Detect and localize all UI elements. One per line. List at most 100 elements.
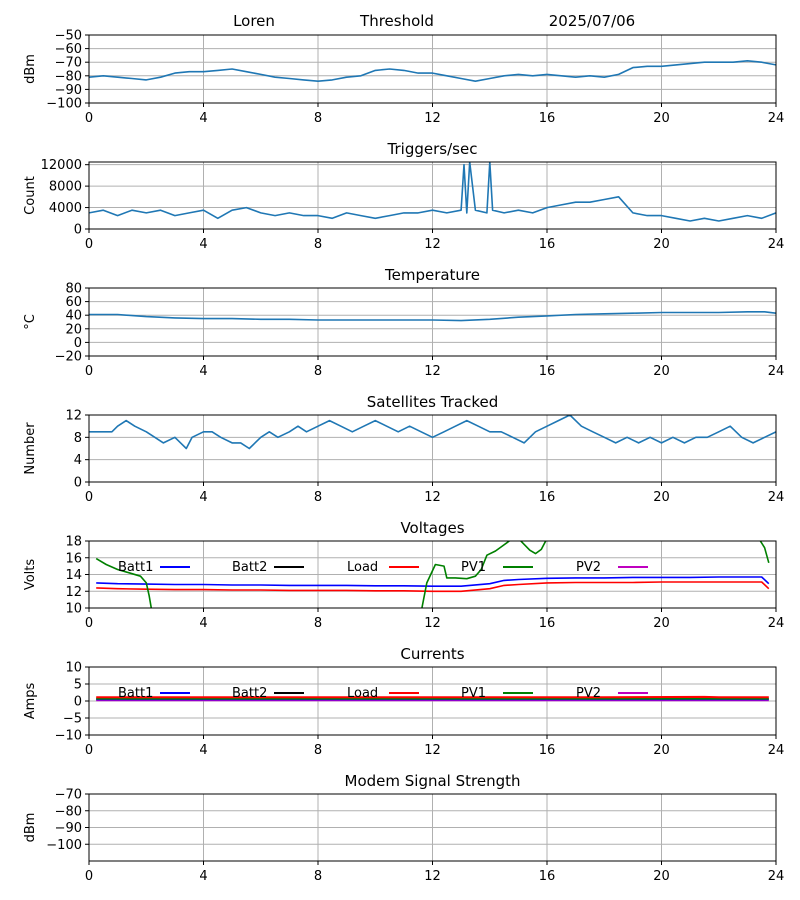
x-tick-label: 8 (314, 743, 322, 758)
y-tick-label: −70 (55, 56, 82, 71)
x-tick-label: 24 (768, 490, 785, 505)
y-tick-label: −100 (46, 97, 82, 112)
x-tick-label: 0 (85, 364, 93, 379)
y-tick-label: 0 (74, 695, 82, 710)
header-product: Threshold (359, 12, 434, 30)
x-tick-label: 24 (768, 743, 785, 758)
legend-label: PV2 (576, 560, 601, 575)
x-tick-label: 0 (85, 111, 93, 126)
x-tick-label: 20 (653, 237, 670, 252)
x-tick-label: 8 (314, 111, 322, 126)
x-tick-label: 4 (199, 616, 207, 631)
y-tick-label: −5 (63, 712, 82, 727)
chart-title: Modem Signal Strength (345, 772, 521, 790)
x-tick-label: 4 (199, 364, 207, 379)
series-line-pv1 (759, 541, 770, 564)
y-tick-label: 60 (65, 295, 82, 310)
x-tick-label: 12 (424, 111, 441, 126)
panel-triggers: 0 4 8 12 16 20 24 0 4000 8000 12000 Triggers/sec Cou… (23, 140, 784, 252)
y-tick-label: −60 (55, 42, 82, 57)
y-tick-label: 5 (74, 678, 82, 693)
series-line (89, 415, 776, 450)
x-tick-label: 8 (314, 869, 322, 884)
chart-title: Triggers/sec (387, 140, 478, 158)
legend-label: Batt2 (232, 560, 267, 575)
y-axis-label: Volts (23, 559, 38, 591)
y-tick-label: 18 (65, 535, 82, 550)
x-tick-label: 0 (85, 490, 93, 505)
x-tick-label: 20 (653, 364, 670, 379)
y-tick-label: 8000 (49, 180, 82, 195)
y-tick-label: −80 (55, 69, 82, 84)
y-axis-label: dBm (23, 813, 38, 843)
x-tick-label: 16 (539, 237, 556, 252)
x-tick-label: 8 (314, 364, 322, 379)
chart-title: Satellites Tracked (367, 393, 498, 411)
x-tick-label: 16 (539, 869, 556, 884)
y-tick-label: −80 (55, 804, 82, 819)
x-tick-label: 8 (314, 237, 322, 252)
x-tick-label: 16 (539, 743, 556, 758)
y-tick-label: −20 (55, 350, 82, 365)
y-tick-label: 10 (65, 661, 82, 676)
series-line (89, 310, 776, 322)
figure-header: Loren Threshold 2025/07/06 (233, 12, 635, 30)
legend-label: Batt1 (118, 686, 153, 701)
series-line-pv1 (421, 541, 547, 608)
x-tick-label: 12 (424, 869, 441, 884)
x-tick-label: 0 (85, 869, 93, 884)
y-tick-label: 40 (65, 309, 82, 324)
series-line (89, 59, 776, 82)
y-tick-label: −50 (55, 29, 82, 44)
y-tick-label: 16 (65, 551, 82, 566)
x-tick-label: 20 (653, 490, 670, 505)
x-tick-label: 16 (539, 111, 556, 126)
y-axis-label: Amps (23, 682, 38, 719)
x-tick-label: 20 (653, 111, 670, 126)
y-tick-label: −10 (55, 729, 82, 744)
legend-label: PV1 (461, 560, 486, 575)
y-tick-label: 10 (65, 602, 82, 617)
y-tick-label: 14 (65, 568, 82, 583)
y-tick-label: 0 (74, 223, 82, 238)
x-tick-label: 24 (768, 237, 785, 252)
series-line-load (96, 581, 770, 593)
panel-satellites: 0 4 8 12 16 20 24 0 4 8 12 Satellites Tracked Number (23, 393, 784, 505)
x-tick-label: 24 (768, 364, 785, 379)
y-axis-label: dBm (23, 54, 38, 84)
y-tick-label: 4 (74, 453, 82, 468)
x-tick-label: 16 (539, 616, 556, 631)
header-date: 2025/07/06 (549, 12, 635, 30)
x-tick-label: 8 (314, 616, 322, 631)
x-tick-label: 4 (199, 237, 207, 252)
x-tick-label: 0 (85, 616, 93, 631)
x-tick-label: 12 (424, 616, 441, 631)
x-tick-label: 24 (768, 616, 785, 631)
legend-label: Batt1 (118, 560, 153, 575)
x-tick-label: 20 (653, 869, 670, 884)
y-tick-label: −70 (55, 788, 82, 803)
x-tick-label: 4 (199, 490, 207, 505)
chart-title: Voltages (400, 519, 464, 537)
y-tick-label: 12 (65, 409, 82, 424)
y-tick-label: 4000 (49, 201, 82, 216)
x-tick-label: 16 (539, 364, 556, 379)
y-tick-label: −90 (55, 83, 82, 98)
legend-label: Load (347, 560, 378, 575)
y-tick-label: 12 (65, 585, 82, 600)
y-tick-label: 80 (65, 282, 82, 297)
x-tick-label: 8 (314, 490, 322, 505)
legend-label: Load (347, 686, 378, 701)
x-tick-label: 0 (85, 237, 93, 252)
x-tick-label: 12 (424, 364, 441, 379)
y-axis-label: °C (23, 314, 38, 330)
y-tick-label: −100 (46, 838, 82, 853)
x-tick-label: 12 (424, 237, 441, 252)
y-tick-label: 0 (74, 476, 82, 491)
series-line-batt1 (96, 576, 770, 588)
x-tick-label: 4 (199, 743, 207, 758)
chart-title: Currents (400, 645, 464, 663)
chart-title: Temperature (384, 266, 480, 284)
x-tick-label: 4 (199, 869, 207, 884)
